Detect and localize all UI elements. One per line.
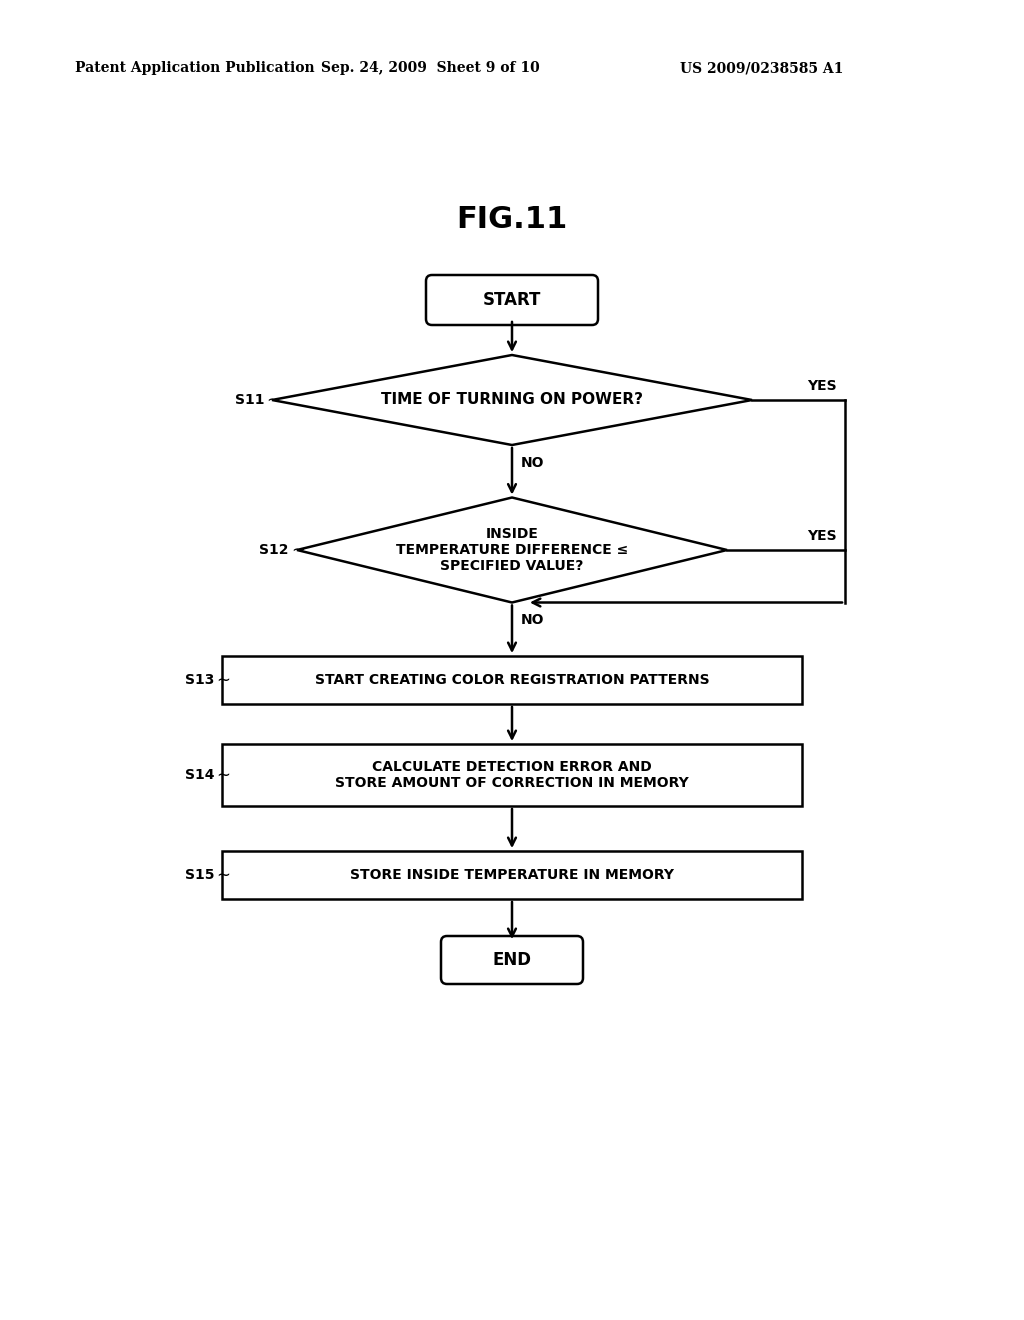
Polygon shape <box>297 498 727 602</box>
Text: ∼: ∼ <box>216 766 229 784</box>
Polygon shape <box>272 355 752 445</box>
Text: ∼: ∼ <box>216 866 229 884</box>
Text: S15: S15 <box>184 869 214 882</box>
Text: INSIDE
TEMPERATURE DIFFERENCE ≤
SPECIFIED VALUE?: INSIDE TEMPERATURE DIFFERENCE ≤ SPECIFIE… <box>396 527 628 573</box>
Text: START: START <box>482 290 542 309</box>
Text: S14: S14 <box>184 768 214 781</box>
Text: YES: YES <box>807 529 837 543</box>
FancyBboxPatch shape <box>426 275 598 325</box>
Text: NO: NO <box>520 614 544 627</box>
Text: CALCULATE DETECTION ERROR AND
STORE AMOUNT OF CORRECTION IN MEMORY: CALCULATE DETECTION ERROR AND STORE AMOU… <box>335 760 689 791</box>
Text: ∼: ∼ <box>266 391 280 409</box>
Text: S12: S12 <box>259 543 289 557</box>
Text: END: END <box>493 950 531 969</box>
Bar <box>222 656 802 704</box>
FancyBboxPatch shape <box>441 936 583 983</box>
Text: Patent Application Publication: Patent Application Publication <box>75 61 314 75</box>
Text: S13: S13 <box>184 673 214 686</box>
Text: S11: S11 <box>234 393 264 407</box>
Text: YES: YES <box>807 379 837 393</box>
Text: US 2009/0238585 A1: US 2009/0238585 A1 <box>680 61 844 75</box>
Text: TIME OF TURNING ON POWER?: TIME OF TURNING ON POWER? <box>381 392 643 408</box>
Text: NO: NO <box>520 455 544 470</box>
Text: Sep. 24, 2009  Sheet 9 of 10: Sep. 24, 2009 Sheet 9 of 10 <box>321 61 540 75</box>
Bar <box>222 744 802 807</box>
Text: ∼: ∼ <box>291 541 305 558</box>
Text: START CREATING COLOR REGISTRATION PATTERNS: START CREATING COLOR REGISTRATION PATTER… <box>314 673 710 686</box>
Text: STORE INSIDE TEMPERATURE IN MEMORY: STORE INSIDE TEMPERATURE IN MEMORY <box>350 869 674 882</box>
Text: FIG.11: FIG.11 <box>457 206 567 235</box>
Bar <box>222 851 802 899</box>
Text: ∼: ∼ <box>216 671 229 689</box>
